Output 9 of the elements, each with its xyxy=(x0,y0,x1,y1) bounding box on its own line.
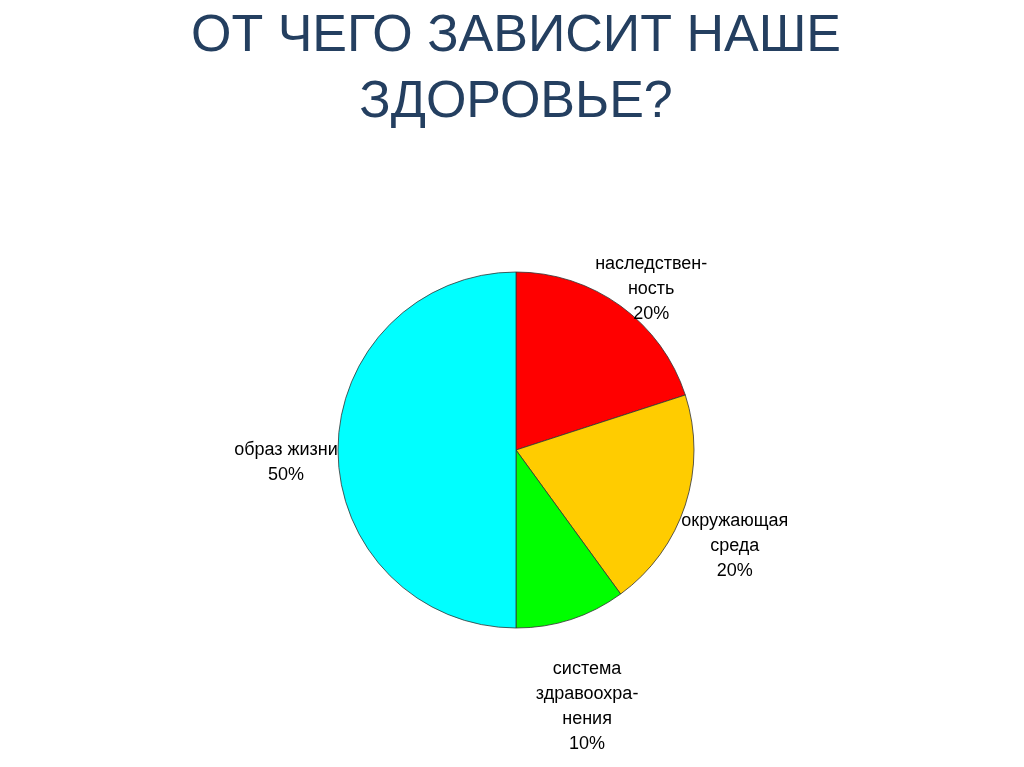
slice-label: образ жизни xyxy=(234,439,338,459)
data-label: 20% xyxy=(716,560,753,581)
data-label: 10% xyxy=(569,732,606,753)
data-label: 50% xyxy=(267,464,305,484)
chart-title: ОТ ЧЕГО ЗАВИСИТ НАШЕ ЗДОРОВЬЕ? xyxy=(191,4,841,128)
slice-label: система здравоохра- нения xyxy=(535,657,639,728)
slice-label: окружающая среда xyxy=(681,510,789,556)
data-label: 20% xyxy=(633,302,670,323)
slice-label: наследствен- ность xyxy=(595,252,708,298)
